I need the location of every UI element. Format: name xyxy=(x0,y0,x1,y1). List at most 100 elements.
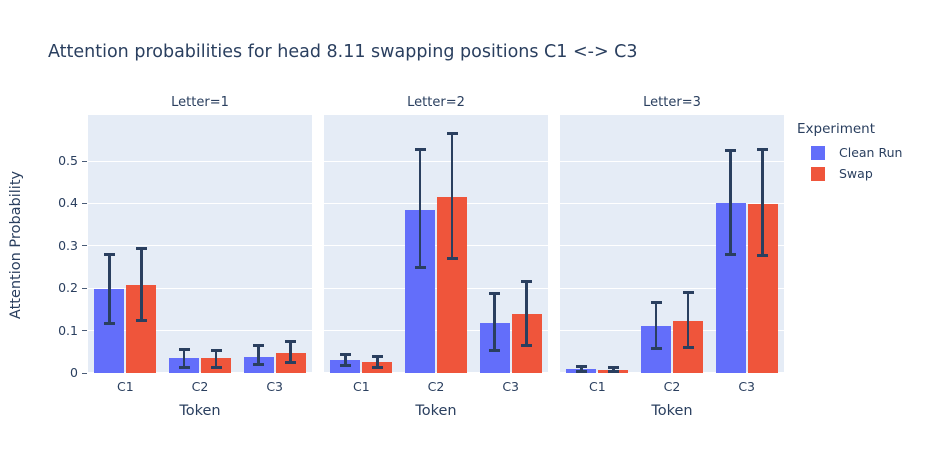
error-bar-cap xyxy=(178,347,190,351)
gridline xyxy=(88,287,312,289)
gridline xyxy=(324,202,548,204)
y-tick-label: 0.3 xyxy=(58,237,78,253)
error-bar-cap xyxy=(414,266,426,270)
zeroline xyxy=(88,372,312,373)
error-bar-cap xyxy=(371,365,383,369)
gridline xyxy=(88,160,312,162)
gridline xyxy=(324,160,548,162)
legend: Experiment Clean Run Swap xyxy=(797,121,902,187)
gridline xyxy=(560,202,784,204)
y-tick-mark xyxy=(82,202,87,204)
legend-item-swap[interactable]: Swap xyxy=(811,166,902,181)
error-bar-cap xyxy=(371,355,383,359)
error-bar-cap xyxy=(489,349,501,353)
error-bar-cap xyxy=(103,321,115,325)
zeroline xyxy=(560,372,784,373)
error-bar-cap xyxy=(446,257,458,261)
error-bar-cap xyxy=(725,148,737,152)
gridline xyxy=(560,160,784,162)
error-bar-cap xyxy=(757,253,769,257)
gridline xyxy=(560,287,784,289)
x-tick-label: C3 xyxy=(502,379,519,394)
y-tick-mark xyxy=(82,287,87,289)
gridline xyxy=(324,287,548,289)
y-tick-label: 0 xyxy=(70,365,78,380)
error-bar xyxy=(182,349,186,368)
error-bar xyxy=(214,350,218,368)
x-tick-label: C2 xyxy=(663,379,681,394)
error-bar xyxy=(580,366,583,372)
error-bar-cap xyxy=(757,147,769,151)
error-bar-cap xyxy=(489,291,501,295)
error-bar xyxy=(257,345,260,365)
x-tick-label: C1 xyxy=(588,379,606,394)
error-bar xyxy=(761,149,764,256)
error-bar-cap xyxy=(521,344,533,348)
x-tick-label: C2 xyxy=(427,379,445,394)
error-bar-cap xyxy=(650,300,662,304)
error-bar-cap xyxy=(253,363,265,367)
error-bar xyxy=(418,149,422,268)
x-axis-title: Token xyxy=(651,403,693,419)
error-bar xyxy=(729,150,732,255)
legend-item-label: Clean Run xyxy=(839,145,903,160)
facet-title: Letter=3 xyxy=(643,95,701,110)
x-axis-title: Token xyxy=(179,403,221,419)
error-bar xyxy=(108,254,111,324)
error-bar xyxy=(376,356,379,368)
error-bar-cap xyxy=(446,131,458,135)
x-tick-label: C2 xyxy=(191,379,209,394)
chart-title: Attention probabilities for head 8.11 sw… xyxy=(48,42,638,62)
gridline xyxy=(324,330,548,332)
legend-item-clean-run[interactable]: Clean Run xyxy=(811,145,902,160)
error-bar-cap xyxy=(339,364,351,368)
y-tick-mark xyxy=(82,245,87,247)
gridline xyxy=(88,330,312,332)
y-tick-label: 0.1 xyxy=(58,322,78,338)
error-bar-cap xyxy=(339,353,351,357)
facet-plot-area xyxy=(560,115,784,374)
error-bar xyxy=(450,133,454,259)
gridline xyxy=(560,245,784,247)
error-bar-cap xyxy=(210,365,222,369)
legend-title: Experiment xyxy=(797,121,876,137)
y-tick-label: 0.2 xyxy=(58,280,78,296)
error-bar-cap xyxy=(575,369,587,373)
facet-title: Letter=2 xyxy=(407,95,465,110)
gridline xyxy=(88,202,312,204)
error-bar-cap xyxy=(414,147,426,151)
y-tick-mark xyxy=(82,330,87,332)
error-bar-cap xyxy=(210,348,222,352)
error-bar-cap xyxy=(575,364,587,368)
error-bar-cap xyxy=(682,345,694,349)
error-bar-cap xyxy=(135,247,147,251)
facet-plot-area xyxy=(88,115,312,373)
error-bar xyxy=(612,367,615,372)
error-bar-cap xyxy=(285,361,297,365)
error-bar xyxy=(686,292,690,348)
error-bar-cap xyxy=(682,291,694,295)
error-bar xyxy=(654,302,658,349)
x-axis-title: Token xyxy=(415,403,457,419)
legend-item-label: Swap xyxy=(839,166,873,181)
facet-title: Letter=1 xyxy=(171,95,229,110)
error-bar xyxy=(493,293,496,351)
y-tick-mark xyxy=(82,160,87,162)
facet-plot-area xyxy=(324,115,548,373)
error-bar-cap xyxy=(607,365,619,369)
y-tick-label: 0.5 xyxy=(58,153,78,168)
gridline xyxy=(88,245,312,247)
error-bar-cap xyxy=(253,343,265,347)
error-bar xyxy=(344,354,347,366)
error-bar xyxy=(140,248,143,321)
error-bar-cap xyxy=(103,252,115,256)
gridline xyxy=(560,330,784,332)
swap-swatch-icon xyxy=(811,166,825,181)
error-bar-cap xyxy=(521,280,533,284)
error-bar-cap xyxy=(285,339,297,343)
x-tick-label: C1 xyxy=(352,379,370,394)
x-tick-label: C3 xyxy=(738,379,755,394)
error-bar-cap xyxy=(607,370,619,374)
zeroline xyxy=(324,372,548,373)
